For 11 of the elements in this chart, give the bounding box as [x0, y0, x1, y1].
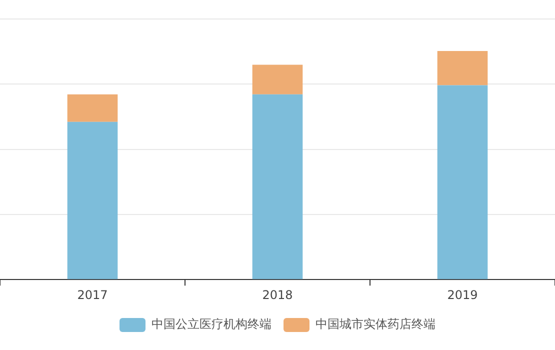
legend-label: 中国公立医疗机构终端	[152, 317, 272, 332]
bar	[437, 51, 488, 86]
bar	[252, 94, 303, 280]
x-tick-label: 2018	[262, 288, 293, 302]
legend-label: 中国城市实体药店终端	[316, 317, 436, 332]
bar	[67, 94, 118, 122]
x-tick-label: 2017	[77, 288, 108, 302]
bar	[252, 64, 303, 94]
x-tick-label: 2019	[447, 288, 478, 302]
bar	[437, 85, 488, 280]
bar	[67, 122, 118, 280]
